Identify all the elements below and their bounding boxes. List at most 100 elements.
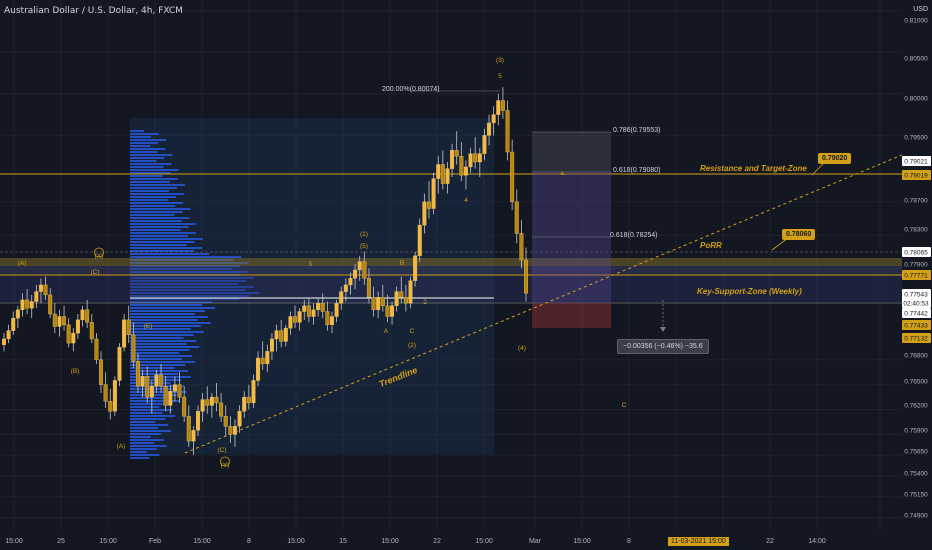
candle — [52, 303, 57, 334]
volume-profile-bar — [130, 193, 185, 195]
candle — [260, 341, 265, 370]
candle — [159, 363, 164, 393]
candle — [297, 308, 302, 331]
volume-profile-bar — [130, 217, 190, 219]
candle — [20, 293, 25, 317]
candle — [256, 351, 261, 387]
zone-bands — [0, 173, 902, 304]
volume-profile-bar — [130, 457, 150, 459]
price-axis[interactable]: 0.81000 0.80500 0.80000 0.79500 0.79021 0.790… — [902, 18, 931, 520]
candle — [80, 305, 85, 327]
volume-profile-bar — [130, 145, 151, 147]
candle — [413, 251, 418, 287]
volume-profile-bar — [130, 397, 167, 399]
porr-label: PoRR — [700, 241, 722, 250]
countdown-label: 02:40:53 — [903, 301, 929, 308]
candle — [366, 268, 371, 304]
candle — [223, 405, 228, 437]
wave-label: (Y) — [221, 462, 230, 469]
volume-profile-bar — [130, 361, 196, 363]
wave-label: (4) — [518, 345, 526, 352]
volume-profile-bar — [130, 133, 160, 135]
volume-profile-bar — [130, 346, 200, 348]
volume-profile-bar — [130, 370, 188, 372]
volume-profile-bar — [130, 349, 190, 351]
currency-label: USD — [913, 6, 928, 13]
candle — [182, 386, 187, 423]
volume-profile-bar — [130, 439, 164, 441]
price-tag-bg — [902, 270, 931, 280]
candle — [279, 319, 284, 348]
wave-label: (A) — [18, 260, 27, 267]
candle — [306, 297, 311, 323]
candle — [440, 150, 445, 190]
time-tick-label: 8 — [247, 538, 251, 545]
candle — [436, 156, 441, 194]
wave-label: (2) — [408, 342, 416, 349]
price-tag-bg — [902, 289, 931, 299]
volume-profile-bar — [130, 433, 161, 435]
price-tick-label: 0.77442 — [904, 311, 928, 318]
volume-profile-bar — [130, 340, 197, 342]
price-tick-label: 0.75900 — [904, 428, 928, 435]
time-tick-label: 15:00 — [475, 538, 493, 545]
candle — [269, 333, 274, 360]
wave-label: 4 — [464, 197, 468, 204]
candle — [283, 324, 288, 347]
candle — [29, 294, 34, 319]
candle — [403, 284, 408, 312]
time-tick-label: 15:00 — [5, 538, 23, 545]
volume-profile-bar — [130, 358, 183, 360]
volume-profile-bar — [130, 142, 159, 144]
price-tick-label: 0.76500 — [904, 379, 928, 386]
candle — [85, 299, 90, 329]
volume-profile-bar — [130, 181, 170, 183]
wave-labels: (A) (B) (C) (A) (X) (Y) (E) (C) (1) (2) (3) (4) (5) 1… — [18, 57, 627, 469]
candle — [135, 353, 140, 393]
measure-readout: −0.00356 (−0.46%) −35.6 — [617, 339, 709, 354]
candle — [145, 366, 150, 403]
volume-profile-bar — [130, 337, 184, 339]
candle — [103, 372, 108, 408]
time-tick-label: 22 — [433, 538, 441, 545]
price-tick-label: 0.75650 — [904, 449, 928, 456]
candle — [117, 343, 122, 387]
candle — [417, 218, 422, 262]
porr-price-tag: 0.78060 — [782, 229, 816, 240]
time-tick-label: 15:00 — [381, 538, 399, 545]
candle — [468, 147, 473, 173]
volume-profile-bar — [130, 292, 260, 294]
volume-profile-bar — [130, 214, 175, 216]
time-tick-label: 15 — [339, 538, 347, 545]
crosshair-date-label: 11-03-2021 15:00 — [668, 537, 729, 546]
candle — [514, 189, 519, 244]
price-tag-bg — [902, 170, 931, 180]
candle — [62, 305, 67, 331]
volume-profile-bar — [130, 325, 201, 327]
candle — [487, 114, 492, 146]
candle — [463, 160, 468, 190]
price-tick-label: 0.79019 — [904, 173, 928, 180]
volume-profile-bar — [130, 175, 163, 177]
volume-profile-bar — [130, 172, 171, 174]
fib-label-618-upper: 0.618(0.79080) — [613, 167, 661, 174]
candle — [394, 286, 399, 312]
candle — [172, 376, 177, 402]
volume-profile-bar — [130, 187, 177, 189]
candle — [408, 276, 413, 309]
candle — [25, 289, 30, 315]
candle — [399, 276, 404, 304]
volume-profile-bar — [130, 205, 176, 207]
candle — [445, 161, 450, 194]
volume-profile-bar — [130, 220, 182, 222]
candle — [348, 272, 353, 295]
candle — [228, 416, 233, 443]
candle — [71, 328, 76, 352]
price-tick-label: 0.79021 — [904, 159, 928, 166]
time-tick-label: 22 — [766, 538, 774, 545]
wave-label: B — [400, 260, 404, 267]
candle — [108, 388, 113, 420]
volume-profile-bar — [130, 163, 172, 165]
candle — [390, 301, 395, 325]
